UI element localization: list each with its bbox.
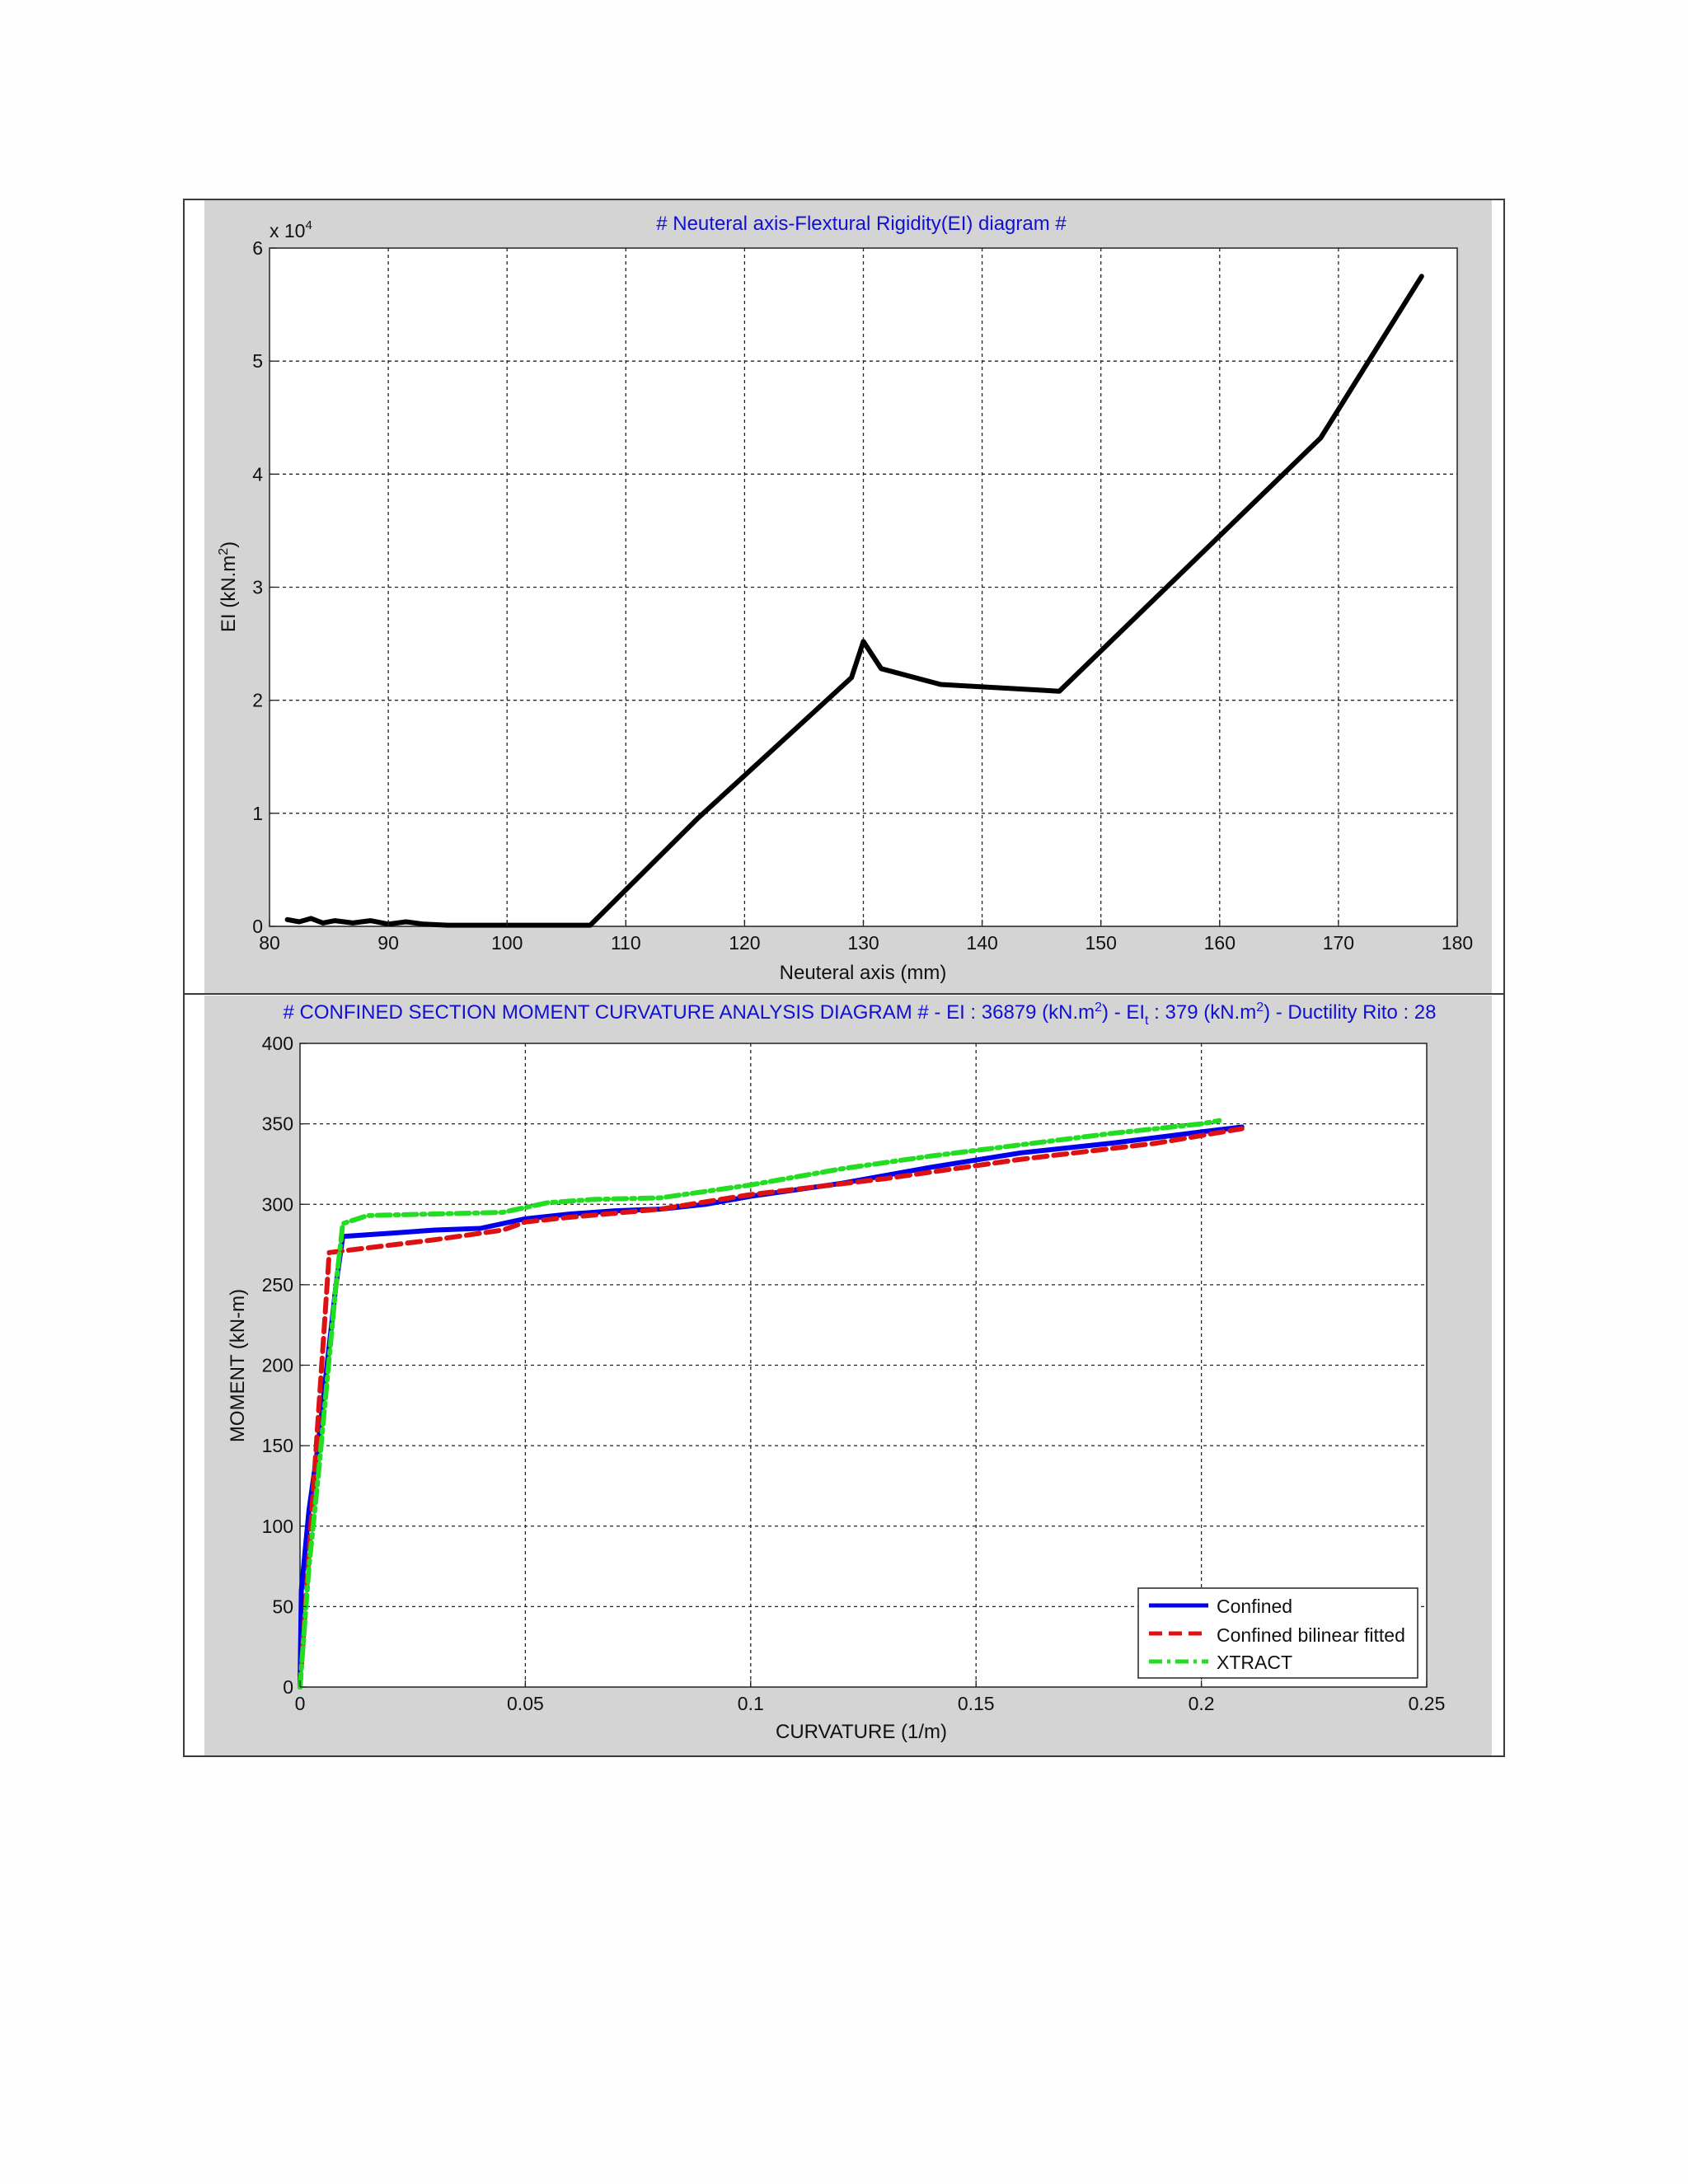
chart1-x-tick-label: 150	[1085, 932, 1117, 954]
chart1-x-label: Neuteral axis (mm)	[780, 962, 947, 984]
chart2-x-tick-label: 0.25	[1409, 1693, 1446, 1714]
chart2-y-ticks: 0 50 100 150 200 250 300 350 400	[262, 1033, 307, 1698]
chart1-y-tick-label: 0	[252, 916, 263, 937]
chart2-x-tick-label: 0	[295, 1693, 306, 1714]
chart1-y-ticks: 0 1 2 3 4 5 6	[252, 237, 276, 937]
chart2-y-tick-label: 300	[262, 1193, 293, 1215]
chart1-y-label-main: EI (kN.m	[218, 555, 240, 632]
chart2-x-tick-label: 0.1	[738, 1693, 764, 1714]
chart2-y-tick-label: 100	[262, 1516, 293, 1537]
chart1-y-tick-label: 2	[252, 690, 263, 711]
legend-label-bilinear: Confined bilinear fitted	[1217, 1624, 1405, 1646]
chart1-y-tick-label: 3	[252, 577, 263, 598]
chart2-title: # CONFINED SECTION MOMENT CURVATURE ANAL…	[284, 1001, 1437, 1028]
chart2-series-line-3	[298, 1118, 1222, 1690]
chart1-y-label-sup: 2	[217, 548, 231, 555]
chart1-y-label-end: )	[218, 541, 240, 548]
legend-label-xtract: XTRACT	[1217, 1652, 1292, 1673]
chart2-x-ticks: 0 0.05 0.1 0.15 0.2 0.25	[295, 1680, 1446, 1714]
chart2-y-tick-label: 50	[272, 1596, 293, 1617]
chart1-x-tick-label: 110	[611, 932, 641, 954]
chart1-y-tick-label: 6	[252, 237, 263, 259]
chart2-series-line-2	[298, 1126, 1245, 1690]
chart1-x-tick-label: 140	[966, 932, 997, 954]
chart1-x-tick-label: 80	[259, 932, 280, 954]
chart2-y-tick-label: 150	[262, 1435, 293, 1456]
chart1-y-exponent-power: 4	[305, 218, 312, 232]
chart1-title: # Neuteral axis-Flextural Rigidity(EI) d…	[656, 213, 1067, 235]
chart2-y-tick-label: 250	[262, 1274, 293, 1296]
chart2-title-sub: t	[1145, 1014, 1149, 1028]
chart1-series-group	[284, 274, 1424, 928]
chart2-x-tick-label: 0.2	[1189, 1693, 1215, 1714]
chart1-x-tick-label: 90	[377, 932, 399, 954]
chart2-title-end: ) - Ductility Rito : 28	[1264, 1001, 1436, 1024]
chart1-y-tick-label: 5	[252, 350, 263, 372]
chart1-y-label: EI (kN.m2)	[217, 541, 240, 632]
chart1-y-exponent: x 104	[270, 218, 312, 241]
chart2-x-tick-label: 0.05	[507, 1693, 544, 1714]
chart1-y-tick-label: 1	[252, 803, 263, 824]
chart2-y-tick-label: 0	[283, 1676, 293, 1698]
chart1-x-tick-label: 180	[1442, 932, 1473, 954]
chart2-series-group	[298, 1118, 1245, 1690]
chart2-legend: Confined Confined bilinear fitted XTRACT	[1137, 1587, 1418, 1679]
chart2-y-tick-label: 350	[262, 1113, 293, 1135]
chart1-y-exponent-base: x 10	[270, 220, 305, 241]
chart2-title-main: # CONFINED SECTION MOMENT CURVATURE ANAL…	[284, 1001, 1095, 1024]
chart2-y-tick-label: 400	[262, 1033, 293, 1054]
chart2-title-sup1: 2	[1095, 1001, 1102, 1015]
chart1-x-tick-label: 100	[491, 932, 523, 954]
chart2-y-label: MOMENT (kN-m)	[227, 1289, 249, 1442]
chart2-y-tick-label: 200	[262, 1355, 293, 1376]
chart1-x-tick-label: 130	[847, 932, 879, 954]
chart2-title-mid1: ) - EI	[1102, 1001, 1145, 1024]
legend-label-confined: Confined	[1217, 1596, 1292, 1617]
chart2-x-tick-label: 0.15	[958, 1693, 995, 1714]
chart1-series-line-1	[284, 274, 1424, 928]
chart1-x-tick-label: 120	[729, 932, 760, 954]
chart2-title-sup2: 2	[1256, 1001, 1264, 1015]
chart1-x-tick-label: 160	[1204, 932, 1236, 954]
chart2-title-mid2: : 379 (kN.m	[1149, 1001, 1257, 1024]
chart1-y-tick-label: 4	[252, 463, 263, 485]
chart2-x-label: CURVATURE (1/m)	[776, 1721, 947, 1743]
chart1-x-ticks: 80 90 100 110 120 130 140 150 160 170 180	[259, 920, 1473, 954]
chart1-x-tick-label: 170	[1323, 932, 1354, 954]
chart1-grid	[270, 248, 1457, 926]
